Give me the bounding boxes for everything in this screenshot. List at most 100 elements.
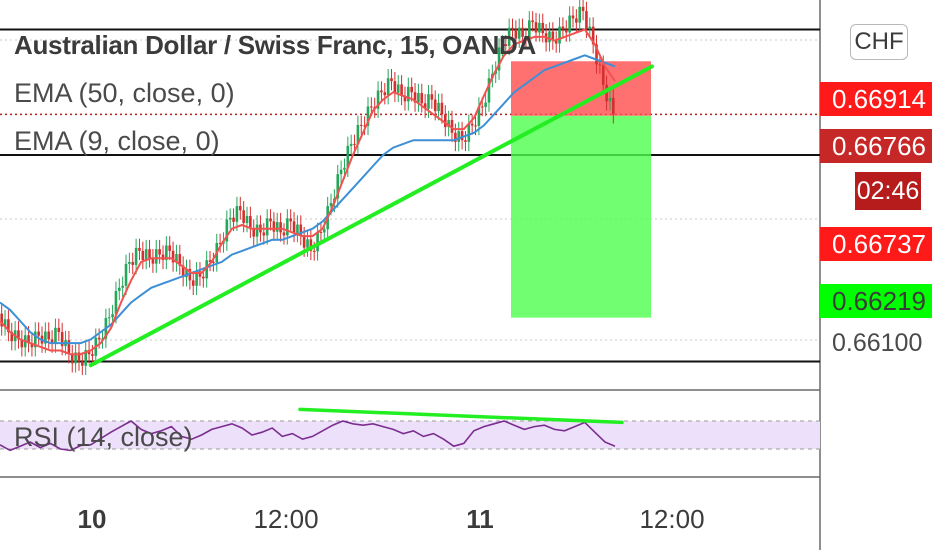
candle-body — [275, 222, 279, 232]
candle-body — [60, 332, 64, 347]
candle-body — [346, 145, 350, 168]
candle-body — [232, 217, 235, 222]
candle-body — [252, 228, 256, 237]
candle-body — [591, 26, 595, 45]
candle-body — [81, 361, 84, 366]
candle-body — [195, 271, 198, 286]
time-label-day-10: 10 — [77, 504, 107, 534]
candle-body — [0, 313, 3, 327]
rsi-legend[interactable]: RSI (14, close) — [14, 422, 193, 452]
candle-body — [349, 143, 353, 146]
candle-body — [363, 125, 366, 127]
candle-body — [67, 340, 71, 355]
candle-body — [292, 221, 296, 233]
candle-body — [154, 249, 158, 264]
candle-body — [514, 29, 518, 39]
candle-body — [107, 317, 111, 319]
ema50-line — [0, 54, 616, 345]
candle-body — [118, 287, 121, 291]
candle-body — [598, 64, 602, 66]
candle-body — [228, 217, 232, 220]
price-tag-level[interactable]: 0.66737 — [820, 227, 932, 261]
candle-body — [464, 140, 467, 142]
candle-body — [430, 94, 434, 100]
currency-button[interactable]: CHF — [850, 24, 908, 60]
candle-body — [302, 236, 306, 248]
candle-body — [185, 268, 188, 278]
candle-body — [376, 90, 380, 109]
candle-body — [27, 335, 30, 344]
candle-body — [427, 94, 430, 109]
candle-body — [447, 120, 450, 128]
candle-body — [531, 20, 534, 23]
price-tag-target[interactable]: 0.66219 — [820, 284, 932, 318]
candle-body — [171, 250, 175, 263]
candle-body — [114, 290, 118, 315]
candle-body — [144, 249, 148, 260]
time-label-noon-1: 12:00 — [253, 504, 319, 534]
ema9-legend[interactable]: EMA (9, close, 0) — [14, 126, 220, 156]
candle-body — [91, 354, 94, 356]
symbol-title: Australian Dollar / Swiss Franc, 15, OAN… — [14, 30, 537, 60]
candle-body — [44, 331, 47, 344]
candle-body — [524, 36, 528, 39]
candle-body — [299, 224, 303, 237]
price-tag-stop[interactable]: 0.66914 — [820, 82, 932, 116]
candle-body — [161, 254, 165, 260]
candle-body — [541, 22, 545, 34]
candle-body — [312, 250, 316, 252]
candle-body — [323, 229, 326, 233]
candle-body — [370, 106, 373, 108]
candle-body — [282, 232, 286, 236]
horizontal-levels[interactable] — [0, 28, 820, 363]
candle-body — [457, 131, 461, 142]
candle-body — [528, 20, 531, 39]
position-box[interactable] — [511, 61, 651, 318]
candle-body — [148, 249, 151, 259]
candle-body — [433, 99, 437, 112]
bar-countdown: 02:46 — [855, 172, 921, 210]
candle-body — [386, 78, 390, 96]
candle-body — [242, 210, 245, 224]
candle-body — [178, 254, 182, 266]
candle-body — [359, 124, 363, 126]
ema9-line — [0, 28, 616, 356]
candle-body — [138, 247, 141, 251]
candle-body — [7, 319, 10, 333]
candle-body — [390, 78, 393, 82]
candle-body — [269, 218, 272, 222]
candle-body — [608, 97, 612, 102]
candle-body — [380, 90, 383, 93]
candle-body — [558, 26, 561, 44]
candle-body — [151, 258, 155, 264]
price-tag-current[interactable]: 0.66766 — [820, 129, 932, 163]
ema50-legend[interactable]: EMA (50, close, 0) — [14, 78, 235, 108]
candle-body — [517, 27, 521, 39]
ema-lines — [0, 28, 616, 356]
candle-body — [612, 97, 615, 115]
trendline-group[interactable] — [88, 64, 654, 368]
candle-body — [568, 15, 571, 33]
candle-body — [54, 327, 57, 344]
candle-body — [410, 86, 413, 93]
rsi-divergence-line — [298, 407, 624, 425]
candle-body — [474, 125, 477, 127]
candle-body — [383, 92, 387, 96]
candle-body — [343, 167, 346, 170]
candle-body — [571, 15, 575, 19]
candle-body — [205, 260, 208, 279]
candle-body — [477, 106, 481, 126]
candle-body — [175, 254, 178, 263]
candle-body — [17, 330, 20, 340]
candle-body — [77, 352, 81, 362]
candle-body — [84, 349, 87, 366]
candle-body — [450, 120, 454, 133]
candle-body — [191, 280, 195, 286]
candle-body — [181, 265, 185, 278]
candle-body — [575, 18, 578, 23]
candle-body — [393, 81, 397, 93]
candle-body — [20, 339, 24, 348]
candle-body — [128, 261, 131, 264]
candle-body — [601, 64, 605, 85]
candle-body — [339, 169, 343, 175]
